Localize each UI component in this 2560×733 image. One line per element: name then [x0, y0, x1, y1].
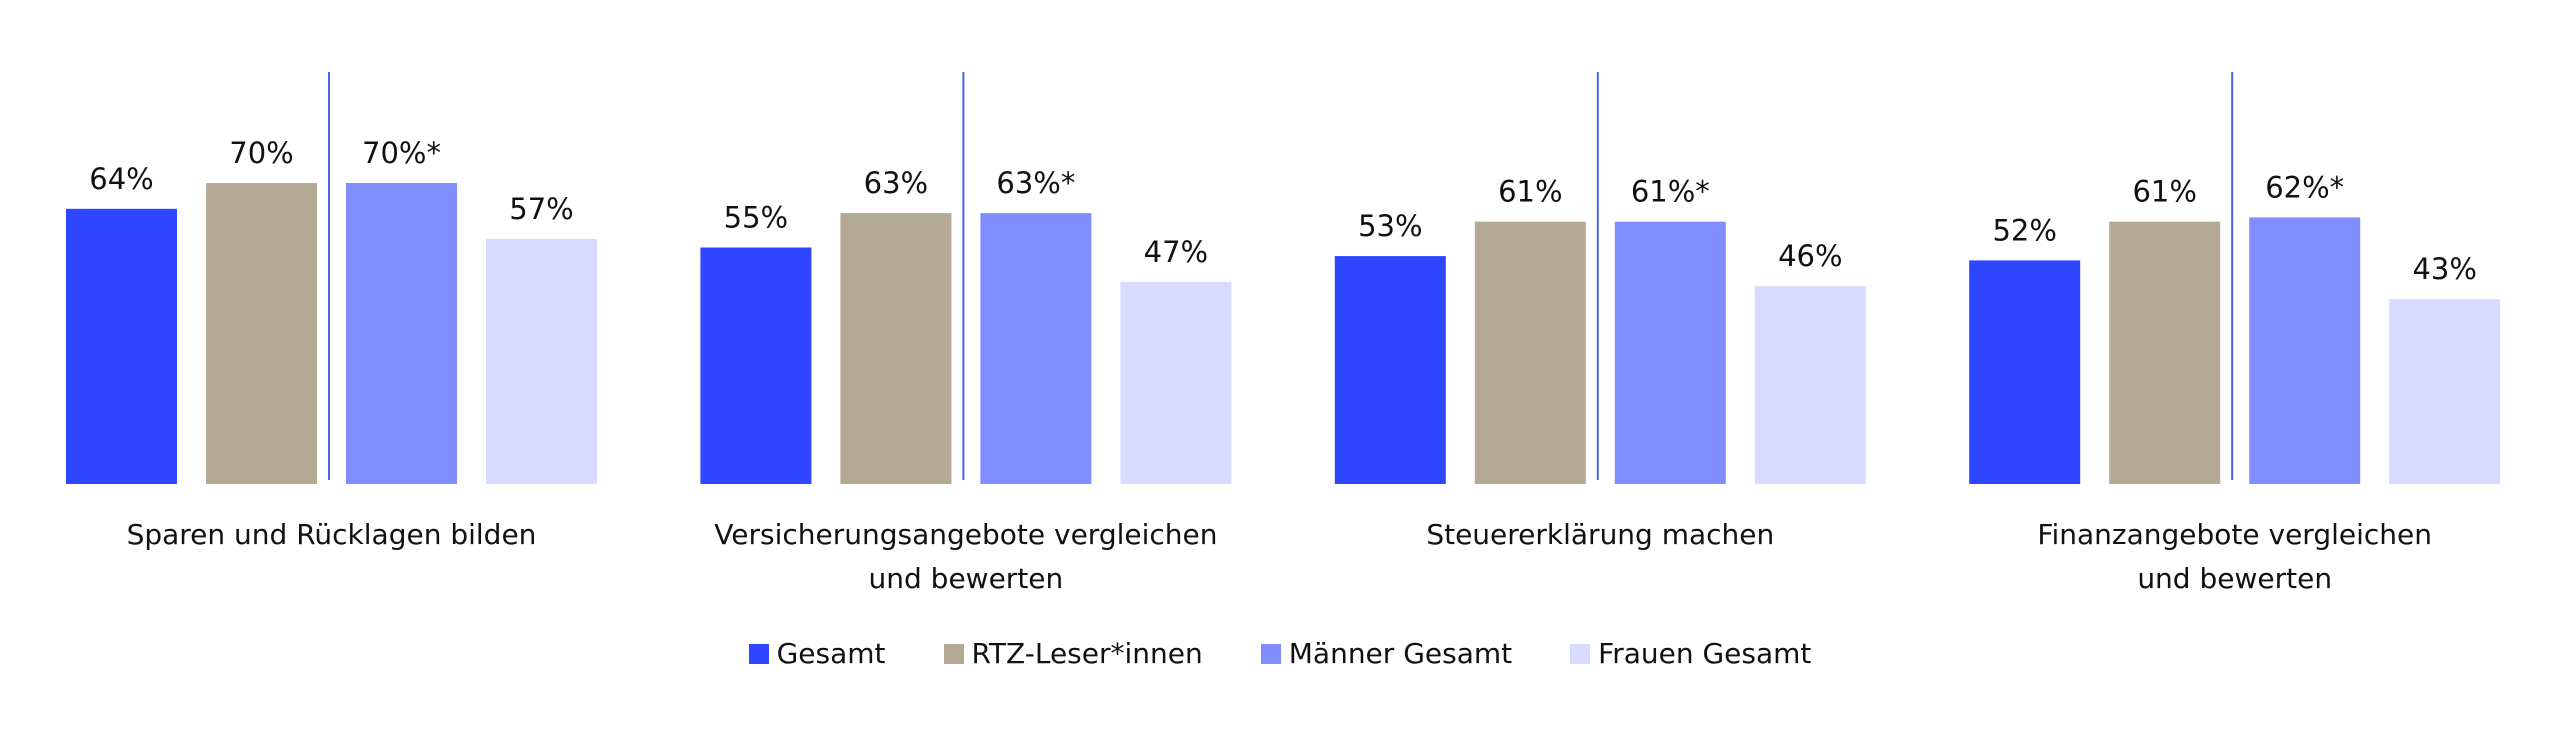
legend-item-frauen: Frauen Gesamt — [1570, 638, 1811, 670]
bar — [2249, 217, 2361, 484]
category-label: Steuererklärung machen — [1426, 518, 1774, 551]
data-label: 61%* — [1631, 175, 1710, 209]
bar — [1754, 286, 1866, 484]
legend-label: Gesamt — [776, 637, 886, 670]
bar — [2389, 299, 2501, 484]
legend-item-gesamt: Gesamt — [748, 637, 886, 670]
bar — [1614, 221, 1726, 484]
bar — [346, 183, 457, 484]
category-label: Versicherungsangebote vergleichen — [714, 518, 1217, 551]
data-label: 57% — [509, 192, 573, 226]
bar — [2109, 221, 2221, 484]
data-label: 47% — [1144, 235, 1208, 269]
data-label: 63%* — [996, 166, 1075, 200]
data-label: 43% — [2412, 252, 2476, 286]
data-label: 61% — [2132, 175, 2196, 209]
data-label: 52% — [1992, 213, 2056, 247]
data-label: 55% — [724, 201, 788, 235]
bar — [1474, 221, 1586, 484]
data-label: 63% — [864, 166, 928, 200]
legend-item-rtz-leser: RTZ-Leser*innen — [943, 637, 1203, 670]
bar — [486, 238, 597, 484]
bar-group: 53% 61% 61%* 46% Steuererklärung machen — [1334, 72, 1866, 551]
bar — [700, 247, 812, 484]
data-label: 64% — [89, 162, 153, 196]
bar — [980, 213, 1092, 484]
bar-group: 64% 70% 70%* 57% Sparen und Rücklagen bilden — [66, 72, 597, 551]
data-label: 61% — [1498, 175, 1562, 209]
legend: Gesamt RTZ-Leser*innen Männer Gesamt Fra… — [0, 638, 2560, 670]
data-label: 70% — [229, 136, 293, 170]
legend-swatch — [748, 644, 769, 664]
bar — [206, 183, 317, 484]
data-label: 70%* — [362, 136, 441, 170]
bar — [840, 213, 952, 484]
bar — [1334, 256, 1446, 484]
legend-swatch — [1260, 644, 1281, 664]
legend-swatch — [1570, 644, 1591, 664]
legend-swatch — [943, 644, 964, 664]
bar-group: 55% 63% 63%* 47% Versicherungsangebote vergl… — [700, 72, 1232, 595]
category-label: und bewerten — [869, 562, 1064, 595]
bar-group: 52% 61% 62%* 43% Finanzangebote vergleichen u… — [1969, 72, 2501, 595]
data-label: 62%* — [2265, 170, 2344, 204]
bar — [66, 208, 177, 485]
data-label: 53% — [1358, 209, 1422, 243]
legend-label: RTZ-Leser*innen — [971, 637, 1203, 670]
bar — [1120, 281, 1232, 484]
category-label: Finanzangebote vergleichen — [2037, 518, 2432, 551]
bar — [1969, 260, 2081, 484]
legend-label: Frauen Gesamt — [1598, 637, 1812, 670]
legend-item-maenner: Männer Gesamt — [1260, 637, 1513, 670]
category-label: Sparen und Rücklagen bilden — [127, 518, 537, 551]
data-label: 46% — [1778, 239, 1842, 273]
legend-label: Männer Gesamt — [1288, 637, 1513, 670]
category-label: und bewerten — [2137, 562, 2332, 595]
